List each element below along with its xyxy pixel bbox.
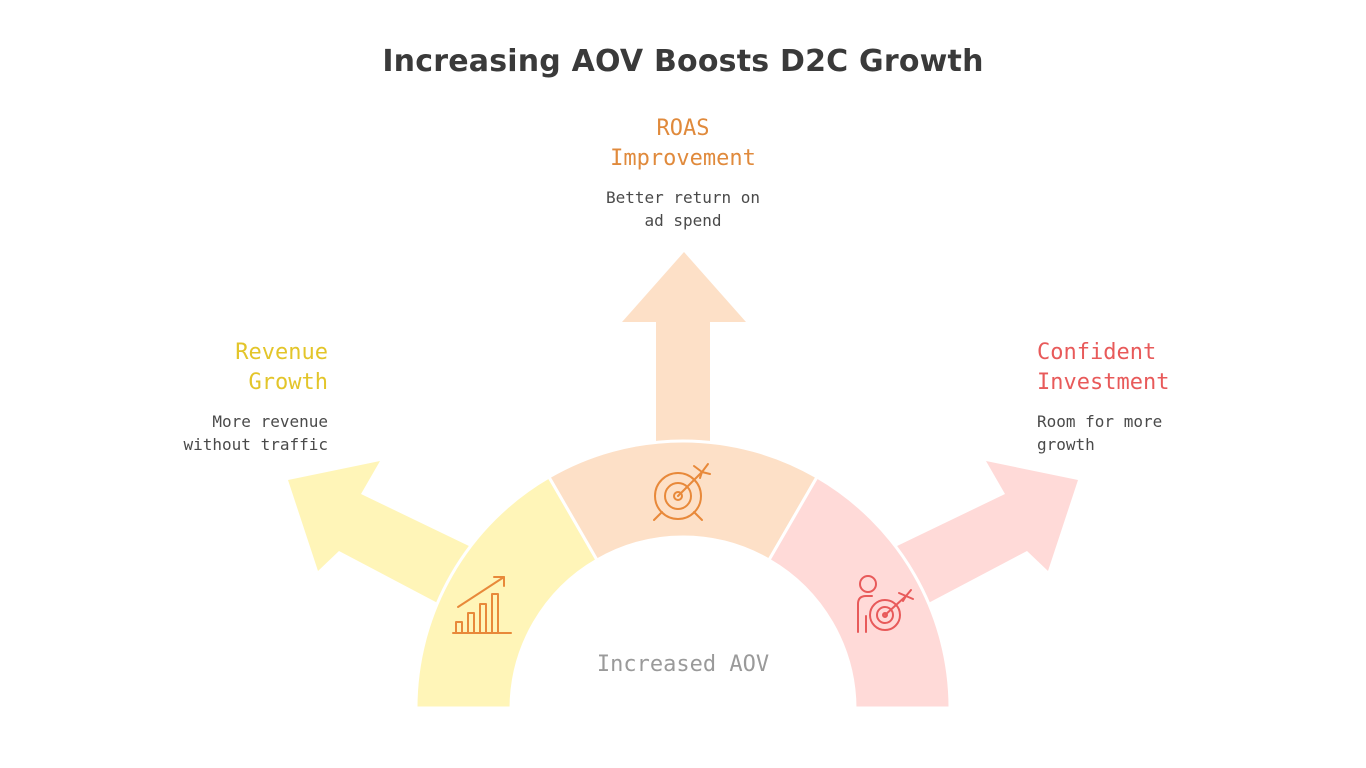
investment-arrow (868, 461, 1078, 619)
investment-heading: Confident Investment (1037, 338, 1257, 398)
revenue-heading: Revenue Growth (128, 338, 328, 398)
roas-arrow (622, 252, 746, 464)
investment-heading-line-1: Confident (1037, 340, 1157, 365)
roas-description-line-1: Better return on (605, 188, 761, 207)
growth-chart-icon (452, 576, 512, 634)
target-arrow-icon (653, 463, 711, 521)
revenue-description: More revenue without traffic (128, 410, 329, 456)
revenue-description-line-2: without traffic (183, 435, 329, 454)
revenue-arrow (288, 461, 498, 619)
investment-segment (766, 474, 952, 710)
investment-description-line-1: Room for more (1037, 412, 1163, 431)
roas-description: Better return on ad spend (533, 186, 833, 232)
roas-description-line-2: ad spend (644, 211, 722, 230)
person-target-icon (857, 575, 914, 633)
investment-description-line-2: growth (1037, 435, 1095, 454)
roas-heading-line-1: ROAS (656, 116, 710, 141)
roas-heading-line-2: Improvement (610, 146, 756, 171)
roas-heading: ROAS Improvement (533, 114, 833, 174)
page-title: Increasing AOV Boosts D2C Growth (382, 44, 984, 79)
revenue-heading-line-2: Growth (248, 370, 328, 395)
roas-segment (546, 439, 820, 563)
revenue-heading-line-1: Revenue (235, 340, 328, 365)
investment-description: Room for more growth (1037, 410, 1257, 456)
investment-heading-line-2: Investment (1037, 370, 1170, 395)
center-label: Increased AOV (596, 652, 770, 677)
revenue-description-line-1: More revenue (212, 412, 328, 431)
